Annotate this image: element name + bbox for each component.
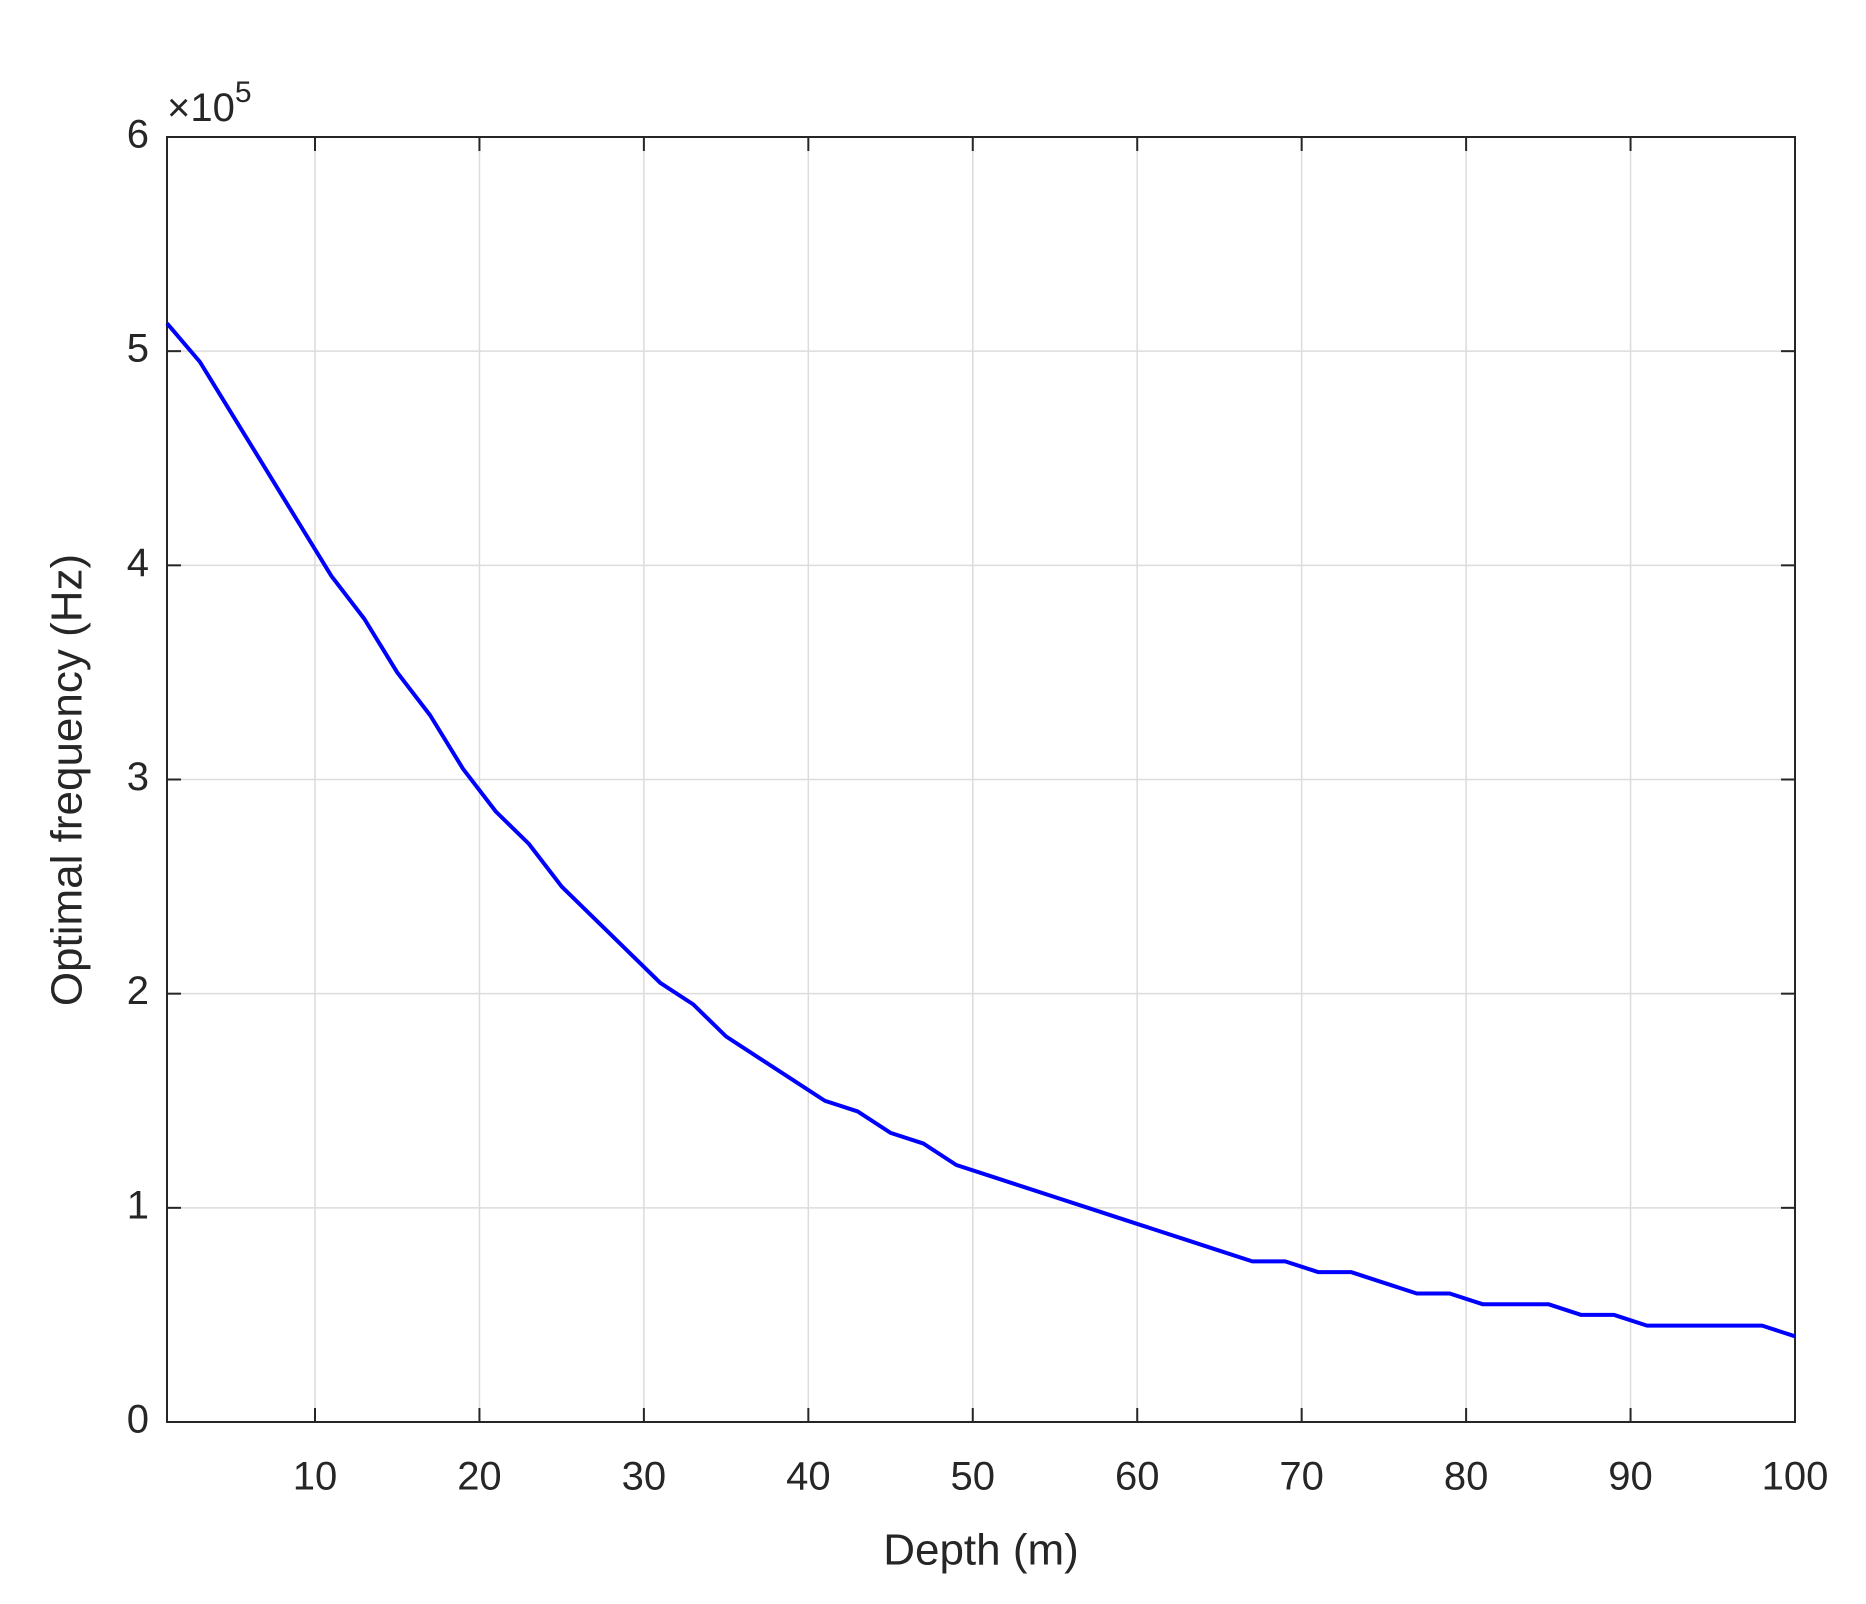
x-tick-label: 30	[622, 1455, 667, 1499]
y-tick-label: 4	[127, 541, 149, 585]
x-tick-label: 40	[786, 1455, 831, 1499]
x-tick-label: 20	[457, 1455, 502, 1499]
x-tick-label: 60	[1115, 1455, 1160, 1499]
x-tick-label: 50	[951, 1455, 996, 1499]
y-tick-label: 3	[127, 755, 149, 799]
y-tick-label: 2	[127, 969, 149, 1013]
y-multiplier: ×105	[167, 76, 252, 130]
plot-frame	[166, 136, 1796, 1423]
y-tick-label: 5	[127, 327, 149, 371]
x-axis-label: Depth (m)	[883, 1526, 1079, 1575]
y-tick-label: 1	[127, 1183, 149, 1227]
y-tick-label: 6	[127, 113, 149, 157]
x-tick-label: 10	[293, 1455, 338, 1499]
x-tick-label: 70	[1279, 1455, 1324, 1499]
y-axis-label: Optimal frequency (Hz)	[43, 554, 92, 1006]
multiplier-exponent: 5	[235, 76, 252, 109]
x-tick-label: 90	[1608, 1455, 1653, 1499]
y-tick-label: 0	[127, 1398, 149, 1442]
x-tick-label: 80	[1444, 1455, 1489, 1499]
x-tick-label: 100	[1762, 1455, 1829, 1499]
multiplier-base: ×10	[167, 86, 235, 130]
data-line	[165, 322, 1796, 1339]
